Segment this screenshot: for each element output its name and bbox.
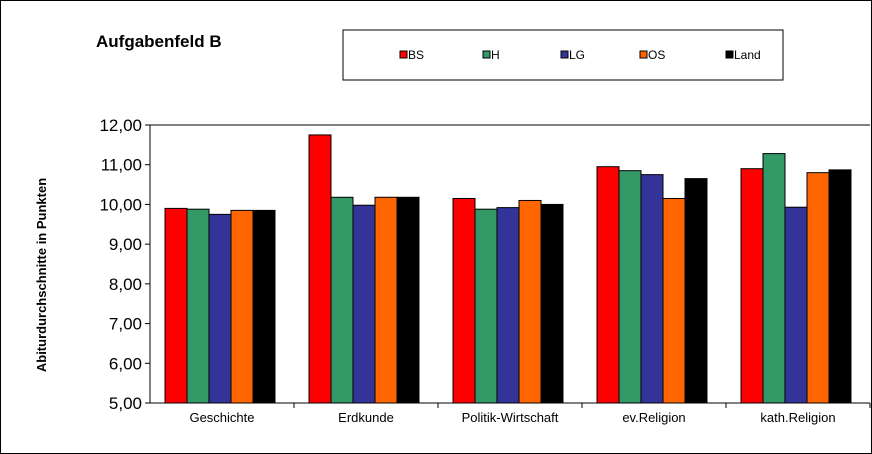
x-tick-label: Politik-Wirtschaft bbox=[462, 410, 559, 425]
y-tick-label: 7,00 bbox=[109, 315, 142, 334]
legend-swatch-lg bbox=[560, 50, 569, 59]
legend-swatch-os bbox=[639, 50, 648, 59]
bar-land-kathreligion bbox=[828, 169, 852, 404]
bar-h-geschichte bbox=[186, 208, 210, 404]
y-tick-label: 12,00 bbox=[99, 116, 142, 135]
bar-lg-evreligion bbox=[640, 174, 664, 404]
bar-land-politikwirtschaft bbox=[540, 203, 564, 404]
bar-os-politikwirtschaft bbox=[518, 199, 542, 404]
bar-bs-geschichte bbox=[164, 207, 188, 404]
bar-bs-politikwirtschaft bbox=[452, 197, 476, 404]
legend-swatch-h bbox=[482, 50, 491, 59]
legend-label-lg: LG bbox=[569, 48, 585, 62]
bar-h-evreligion bbox=[618, 170, 642, 404]
y-tick-label: 6,00 bbox=[109, 354, 142, 373]
bar-lg-geschichte bbox=[208, 213, 232, 404]
legend-swatch-bs bbox=[399, 50, 408, 59]
bars bbox=[164, 134, 852, 404]
bar-land-erdkunde bbox=[396, 196, 420, 404]
y-tick-label: 11,00 bbox=[101, 156, 142, 175]
bar-lg-politikwirtschaft bbox=[496, 207, 520, 404]
legend-label-h: H bbox=[491, 48, 500, 62]
legend-label-os: OS bbox=[648, 48, 665, 62]
legend-swatch-land bbox=[725, 50, 734, 59]
y-tick-label: 5,00 bbox=[109, 394, 142, 413]
chart-title: Aufgabenfeld B bbox=[96, 32, 222, 51]
bar-bs-evreligion bbox=[596, 166, 620, 404]
y-axis: 5,00 6,00 7,00 8,00 9,00 10,00 11,00 12,00 bbox=[99, 116, 870, 413]
x-tick-label: ev.Religion bbox=[622, 410, 685, 425]
bar-h-politikwirtschaft bbox=[474, 208, 498, 404]
bar-os-geschichte bbox=[230, 209, 254, 404]
bar-os-kathreligion bbox=[806, 172, 830, 404]
y-tick-label: 9,00 bbox=[109, 235, 142, 254]
bar-land-evreligion bbox=[684, 178, 708, 404]
bar-h-erdkunde bbox=[330, 196, 354, 404]
legend-label-land: Land bbox=[734, 48, 761, 62]
bar-bs-kathreligion bbox=[740, 168, 764, 404]
bar-os-erdkunde bbox=[374, 196, 398, 404]
bar-land-geschichte bbox=[252, 209, 276, 404]
y-tick-label: 10,00 bbox=[99, 195, 142, 214]
bar-os-evreligion bbox=[662, 197, 686, 404]
x-tick-label: Erdkunde bbox=[338, 410, 394, 425]
y-axis-label: Abiturdurchschnitte in Punkten bbox=[34, 178, 49, 372]
bar-lg-kathreligion bbox=[784, 206, 808, 404]
x-tick-label: kath.Religion bbox=[760, 410, 835, 425]
x-tick-label: Geschichte bbox=[189, 410, 254, 425]
legend: BS H LG OS Land bbox=[399, 48, 761, 62]
bar-bs-erdkunde bbox=[308, 134, 332, 404]
bar-lg-erdkunde bbox=[352, 204, 376, 404]
x-axis: Geschichte Erdkunde Politik-Wirtschaft ev.R… bbox=[150, 402, 871, 425]
legend-label-bs: BS bbox=[408, 48, 424, 62]
y-tick-label: 8,00 bbox=[109, 275, 142, 294]
bar-h-kathreligion bbox=[762, 153, 786, 404]
